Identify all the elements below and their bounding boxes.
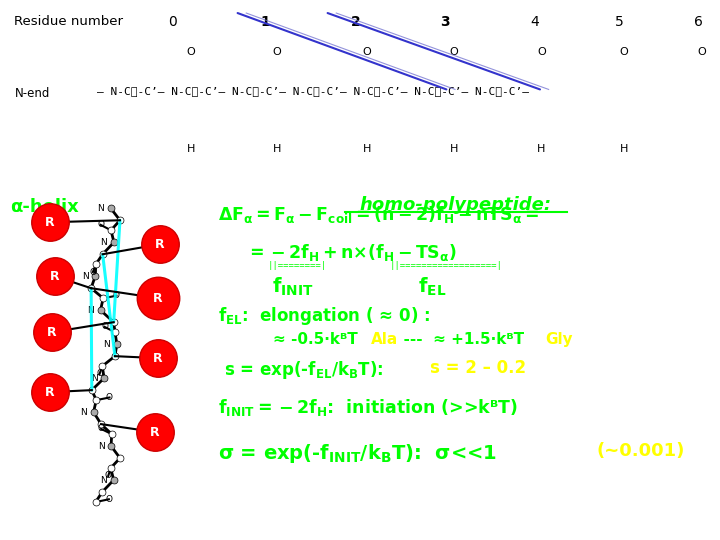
Text: – N-Cᴀ-C’– N-Cᴀ-C’– N-Cᴀ-C’– N-Cᴀ-C’– N-Cᴀ-C’– N-Cᴀ-C’– N-Cᴀ-C’–: – N-Cᴀ-C’– N-Cᴀ-C’– N-Cᴀ-C’– N-Cᴀ-C’– N-…: [97, 86, 529, 96]
Text: $\mathbf{= -2f_H + n{\times}(f_H - TS_\alpha)}$: $\mathbf{= -2f_H + n{\times}(f_H - TS_\a…: [246, 242, 457, 264]
Text: O: O: [106, 393, 113, 402]
Text: α-helix: α-helix: [10, 198, 78, 217]
Text: $\mathbf{f_{EL}}$:  elongation ( ≈ 0) :: $\mathbf{f_{EL}}$: elongation ( ≈ 0) :: [218, 305, 431, 327]
Text: H: H: [363, 144, 372, 154]
Text: N: N: [80, 408, 87, 416]
Text: N: N: [87, 306, 94, 315]
Text: O: O: [105, 495, 112, 504]
Text: N-end: N-end: [14, 86, 50, 100]
Text: $\mathbf{f_{EL}}$: $\mathbf{f_{EL}}$: [418, 275, 446, 298]
Text: O: O: [363, 47, 372, 57]
Circle shape: [37, 317, 67, 347]
Circle shape: [35, 207, 65, 237]
Text: $\mathbf{\Delta F_\alpha = F_\alpha - F_{coil} = (n-2)f_H - nTS_\alpha =}$: $\mathbf{\Delta F_\alpha = F_\alpha - F_…: [218, 204, 539, 225]
Text: R: R: [45, 386, 55, 399]
Text: H: H: [537, 144, 546, 154]
Text: O: O: [113, 291, 120, 300]
Text: homo-polypeptide:: homo-polypeptide:: [359, 197, 551, 214]
Text: 3: 3: [440, 15, 450, 29]
Text: $\mathbf{\sigma}$ = exp(-$\mathbf{f_{INIT}}$/k$_\mathbf{B}$T):  $\mathbf{\sigma}: $\mathbf{\sigma}$ = exp(-$\mathbf{f_{INI…: [218, 442, 497, 465]
Text: O: O: [98, 424, 104, 434]
Circle shape: [141, 281, 175, 315]
Text: N: N: [82, 272, 89, 281]
Circle shape: [143, 343, 173, 373]
Text: R: R: [50, 269, 60, 283]
Text: N: N: [101, 238, 107, 247]
Text: N: N: [91, 374, 97, 383]
Text: R: R: [153, 292, 163, 305]
Text: (~0.001): (~0.001): [596, 442, 685, 460]
Text: N: N: [104, 340, 110, 349]
Text: 5: 5: [615, 15, 624, 29]
Circle shape: [40, 261, 70, 291]
Text: s = exp(-$\mathbf{f_{EL}}$/k$_\mathbf{B}$T):: s = exp(-$\mathbf{f_{EL}}$/k$_\mathbf{B}…: [224, 359, 384, 381]
Text: H: H: [186, 144, 195, 154]
Text: 6: 6: [694, 15, 703, 29]
Text: O: O: [101, 322, 108, 332]
Text: ||==================|: ||==================|: [390, 261, 503, 270]
Text: s = 2 – 0.2: s = 2 – 0.2: [430, 359, 526, 377]
Text: $\mathbf{f_{INIT}}$: $\mathbf{f_{INIT}}$: [272, 275, 313, 298]
Text: R: R: [156, 238, 165, 251]
Text: ---  ≈ +1.5·kᴮT: --- ≈ +1.5·kᴮT: [393, 332, 524, 347]
Text: ||========|: ||========|: [268, 261, 327, 270]
Text: Ala: Ala: [371, 332, 398, 347]
Text: O: O: [104, 471, 112, 481]
Text: R: R: [45, 216, 55, 229]
Text: 1: 1: [260, 15, 270, 29]
Text: Gly: Gly: [545, 332, 572, 347]
Text: H: H: [620, 144, 629, 154]
Circle shape: [145, 230, 175, 259]
Text: N: N: [98, 442, 104, 450]
Circle shape: [35, 377, 65, 407]
Text: R: R: [153, 352, 163, 365]
Text: O: O: [186, 47, 195, 57]
Text: 0: 0: [168, 15, 177, 29]
Text: R: R: [150, 426, 160, 438]
Text: H: H: [449, 144, 458, 154]
Text: 2: 2: [351, 15, 361, 29]
Text: O: O: [449, 47, 458, 57]
Text: ≈ -0.5·kᴮT: ≈ -0.5·kᴮT: [273, 332, 358, 347]
Text: O: O: [698, 47, 706, 57]
Text: O: O: [96, 369, 103, 379]
Text: O: O: [620, 47, 629, 57]
Text: N: N: [97, 204, 104, 213]
Text: N: N: [100, 476, 107, 484]
Text: $\mathbf{f_{INIT}}$$\mathbf{=-2f_H}$:  initiation (>>kᴮT): $\mathbf{f_{INIT}}$$\mathbf{=-2f_H}$: in…: [218, 397, 518, 418]
Text: Residue number: Residue number: [14, 15, 123, 28]
Text: O: O: [97, 220, 104, 230]
Text: O: O: [89, 267, 96, 276]
Text: 4: 4: [530, 15, 539, 29]
Text: R: R: [48, 326, 57, 339]
Text: O: O: [537, 47, 546, 57]
Text: H: H: [273, 144, 282, 154]
Text: O: O: [273, 47, 282, 57]
Circle shape: [140, 417, 170, 447]
